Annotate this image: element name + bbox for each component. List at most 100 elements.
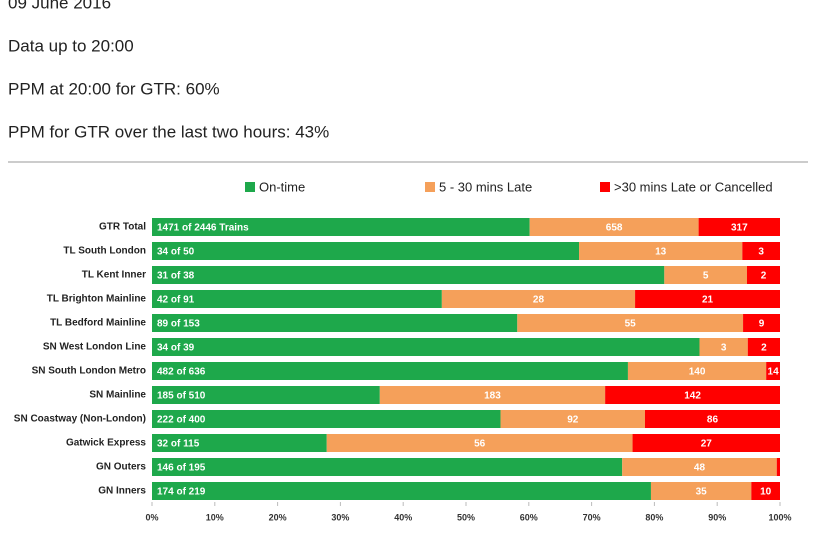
y-tick-label: TL Brighton Mainline [47, 294, 147, 305]
bar-segment [644, 410, 780, 428]
y-tick-label: SN Mainline [89, 390, 146, 401]
bar-segment [152, 242, 580, 260]
bar-label: 27 [701, 439, 713, 450]
x-tick-label: 0% [145, 512, 158, 522]
bar-label: 5 [703, 271, 709, 282]
y-tick-label: TL Kent Inner [82, 270, 146, 281]
bar-segment [746, 266, 780, 284]
bar-segment [699, 338, 748, 356]
y-tick-label: GTR Total [99, 222, 146, 233]
bar-label: 86 [707, 415, 719, 426]
bar-label: 146 of 195 [157, 463, 206, 474]
x-tick-label: 30% [331, 512, 349, 522]
bar-label: 658 [606, 223, 623, 234]
legend-swatch [425, 182, 435, 192]
bar-segment [742, 242, 780, 260]
ppm-now: PPM at 20:00 for GTR: 60% [8, 79, 220, 98]
bar-label: 2 [761, 271, 767, 282]
bar-label: 3 [721, 343, 727, 354]
bar-segment [743, 314, 780, 332]
bar-label: 140 [689, 367, 706, 378]
bar-segment [152, 482, 651, 500]
bar-label: 183 [484, 391, 501, 402]
bar-segment [152, 434, 327, 452]
bar-segment [152, 386, 380, 404]
y-tick-label: Gatwick Express [66, 438, 146, 449]
x-tick-label: 60% [520, 512, 538, 522]
bar-label: 13 [655, 247, 667, 258]
bar-segment [751, 482, 780, 500]
bar-segment [747, 338, 780, 356]
bar-segment [622, 458, 777, 476]
y-tick-label: SN South London Metro [32, 366, 146, 377]
bar-segment [766, 362, 780, 380]
bar-label: 34 of 39 [157, 343, 195, 354]
bar-label: 10 [760, 487, 772, 498]
x-tick-label: 40% [394, 512, 412, 522]
x-tick-label: 20% [269, 512, 287, 522]
bar-segment [664, 266, 747, 284]
bar-segment [152, 314, 518, 332]
bar-label: 21 [702, 295, 714, 306]
bar-segment [152, 338, 700, 356]
legend-label: On-time [259, 179, 305, 194]
bar-label: 92 [567, 415, 579, 426]
bar-label: 1471 of 2446 Trains [157, 223, 249, 234]
bar-label: 42 of 91 [157, 295, 195, 306]
y-tick-label: SN West London Line [43, 342, 147, 353]
bar-segment [379, 386, 606, 404]
bar-segment [152, 266, 665, 284]
legend-swatch [245, 182, 255, 192]
bar-label: 2 [761, 343, 767, 354]
x-tick-label: 100% [768, 512, 791, 522]
ppm-two-hours: PPM for GTR over the last two hours: 43% [8, 122, 329, 141]
bar-label: 142 [684, 391, 701, 402]
bar-label: 31 of 38 [157, 271, 195, 282]
x-tick-label: 90% [708, 512, 726, 522]
y-tick-label: TL South London [63, 246, 146, 257]
bar-segment [152, 362, 628, 380]
bar-segment [698, 218, 780, 236]
bar-segment [579, 242, 743, 260]
bar-segment [152, 290, 442, 308]
bar-segment [635, 290, 780, 308]
bar-segment [326, 434, 633, 452]
bar-segment [500, 410, 645, 428]
date: 09 June 2016 [8, 0, 111, 12]
y-tick-label: GN Outers [96, 462, 146, 473]
y-tick-label: TL Bedford Mainline [50, 318, 146, 329]
x-tick-label: 80% [645, 512, 663, 522]
y-tick-label: SN Coastway (Non-London) [14, 414, 146, 425]
bar-label: 14 [768, 367, 780, 378]
bar-label: 89 of 153 [157, 319, 200, 330]
x-tick-label: 50% [457, 512, 475, 522]
bar-segment [776, 458, 780, 476]
bar-label: 48 [694, 463, 706, 474]
legend-label: 5 - 30 mins Late [439, 179, 532, 194]
bar-segment [441, 290, 636, 308]
y-tick-label: GN Inners [98, 486, 146, 497]
bar-label: 482 of 636 [157, 367, 206, 378]
bar-segment [152, 410, 501, 428]
bar-segment [627, 362, 767, 380]
bar-label: 34 of 50 [157, 247, 195, 258]
bar-segment [650, 482, 752, 500]
bar-segment [605, 386, 780, 404]
bar-label: 317 [731, 223, 748, 234]
legend-swatch [600, 182, 610, 192]
bar-label: 28 [533, 295, 545, 306]
bar-label: 9 [759, 319, 765, 330]
bar-segment [152, 458, 623, 476]
data-time: Data up to 20:00 [8, 36, 134, 55]
bar-label: 32 of 115 [157, 439, 200, 450]
bar-label: 3 [758, 247, 764, 258]
legend-label: >30 mins Late or Cancelled [614, 179, 773, 194]
bar-label: 56 [474, 439, 486, 450]
bar-label: 222 of 400 [157, 415, 206, 426]
x-tick-label: 70% [583, 512, 601, 522]
bar-label: 55 [625, 319, 637, 330]
bar-segment [517, 314, 744, 332]
bar-segment [152, 218, 530, 236]
bar-segment [529, 218, 699, 236]
